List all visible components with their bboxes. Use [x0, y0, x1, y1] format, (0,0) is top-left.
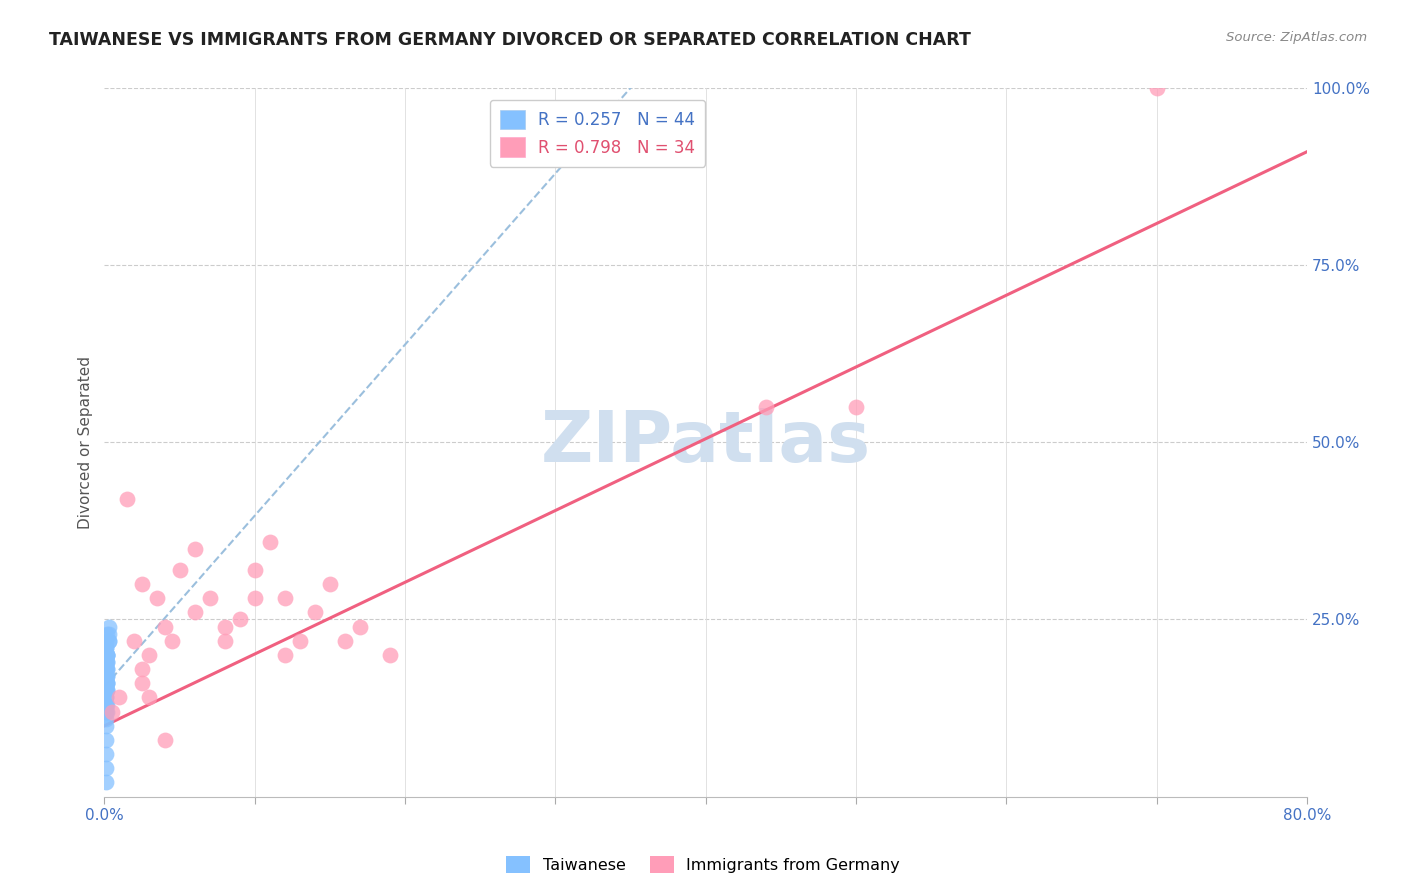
Point — [96, 655, 118, 669]
Point — [96, 648, 118, 662]
Point — [214, 619, 236, 633]
Point — [97, 626, 120, 640]
Point — [274, 591, 297, 606]
Point — [96, 662, 118, 676]
Text: Source: ZipAtlas.com: Source: ZipAtlas.com — [1226, 31, 1367, 45]
Point — [96, 655, 118, 669]
Point — [153, 733, 176, 747]
Point — [1146, 81, 1168, 95]
Point — [349, 619, 371, 633]
Point — [96, 669, 118, 683]
Point — [183, 541, 205, 556]
Point — [243, 563, 266, 577]
Point — [96, 698, 118, 712]
Legend: R = 0.257   N = 44, R = 0.798   N = 34: R = 0.257 N = 44, R = 0.798 N = 34 — [489, 100, 706, 167]
Point — [96, 683, 118, 698]
Point — [94, 669, 117, 683]
Point — [97, 633, 120, 648]
Point — [96, 648, 118, 662]
Point — [96, 669, 118, 683]
Point — [131, 676, 153, 690]
Text: ZIPatlas: ZIPatlas — [541, 408, 870, 477]
Point — [101, 705, 124, 719]
Point — [94, 669, 117, 683]
Y-axis label: Divorced or Separated: Divorced or Separated — [79, 356, 93, 529]
Point — [94, 705, 117, 719]
Point — [169, 563, 191, 577]
Point — [214, 633, 236, 648]
Point — [94, 712, 117, 726]
Point — [304, 606, 326, 620]
Point — [94, 655, 117, 669]
Point — [94, 733, 117, 747]
Point — [96, 683, 118, 698]
Point — [274, 648, 297, 662]
Legend: Taiwanese, Immigrants from Germany: Taiwanese, Immigrants from Germany — [499, 849, 907, 880]
Point — [108, 690, 131, 705]
Point — [131, 577, 153, 591]
Point — [94, 690, 117, 705]
Point — [138, 648, 160, 662]
Point — [94, 698, 117, 712]
Point — [228, 612, 250, 626]
Point — [94, 747, 117, 761]
Point — [96, 676, 118, 690]
Point — [845, 400, 868, 414]
Point — [319, 577, 342, 591]
Point — [94, 655, 117, 669]
Point — [94, 683, 117, 698]
Point — [94, 690, 117, 705]
Point — [94, 676, 117, 690]
Point — [131, 662, 153, 676]
Point — [378, 648, 401, 662]
Point — [94, 633, 117, 648]
Point — [198, 591, 221, 606]
Point — [259, 534, 281, 549]
Point — [96, 662, 118, 676]
Point — [124, 633, 146, 648]
Point — [243, 591, 266, 606]
Point — [115, 491, 138, 506]
Point — [94, 719, 117, 733]
Point — [94, 640, 117, 655]
Point — [96, 648, 118, 662]
Point — [96, 626, 118, 640]
Point — [96, 676, 118, 690]
Point — [146, 591, 169, 606]
Point — [755, 400, 778, 414]
Point — [160, 633, 183, 648]
Point — [96, 676, 118, 690]
Point — [94, 775, 117, 789]
Point — [96, 705, 118, 719]
Point — [138, 690, 160, 705]
Point — [94, 662, 117, 676]
Text: TAIWANESE VS IMMIGRANTS FROM GERMANY DIVORCED OR SEPARATED CORRELATION CHART: TAIWANESE VS IMMIGRANTS FROM GERMANY DIV… — [49, 31, 972, 49]
Point — [94, 698, 117, 712]
Point — [153, 619, 176, 633]
Point — [96, 648, 118, 662]
Point — [94, 662, 117, 676]
Point — [94, 640, 117, 655]
Point — [288, 633, 311, 648]
Point — [94, 761, 117, 775]
Point — [183, 606, 205, 620]
Point — [333, 633, 356, 648]
Point — [97, 633, 120, 648]
Point — [97, 619, 120, 633]
